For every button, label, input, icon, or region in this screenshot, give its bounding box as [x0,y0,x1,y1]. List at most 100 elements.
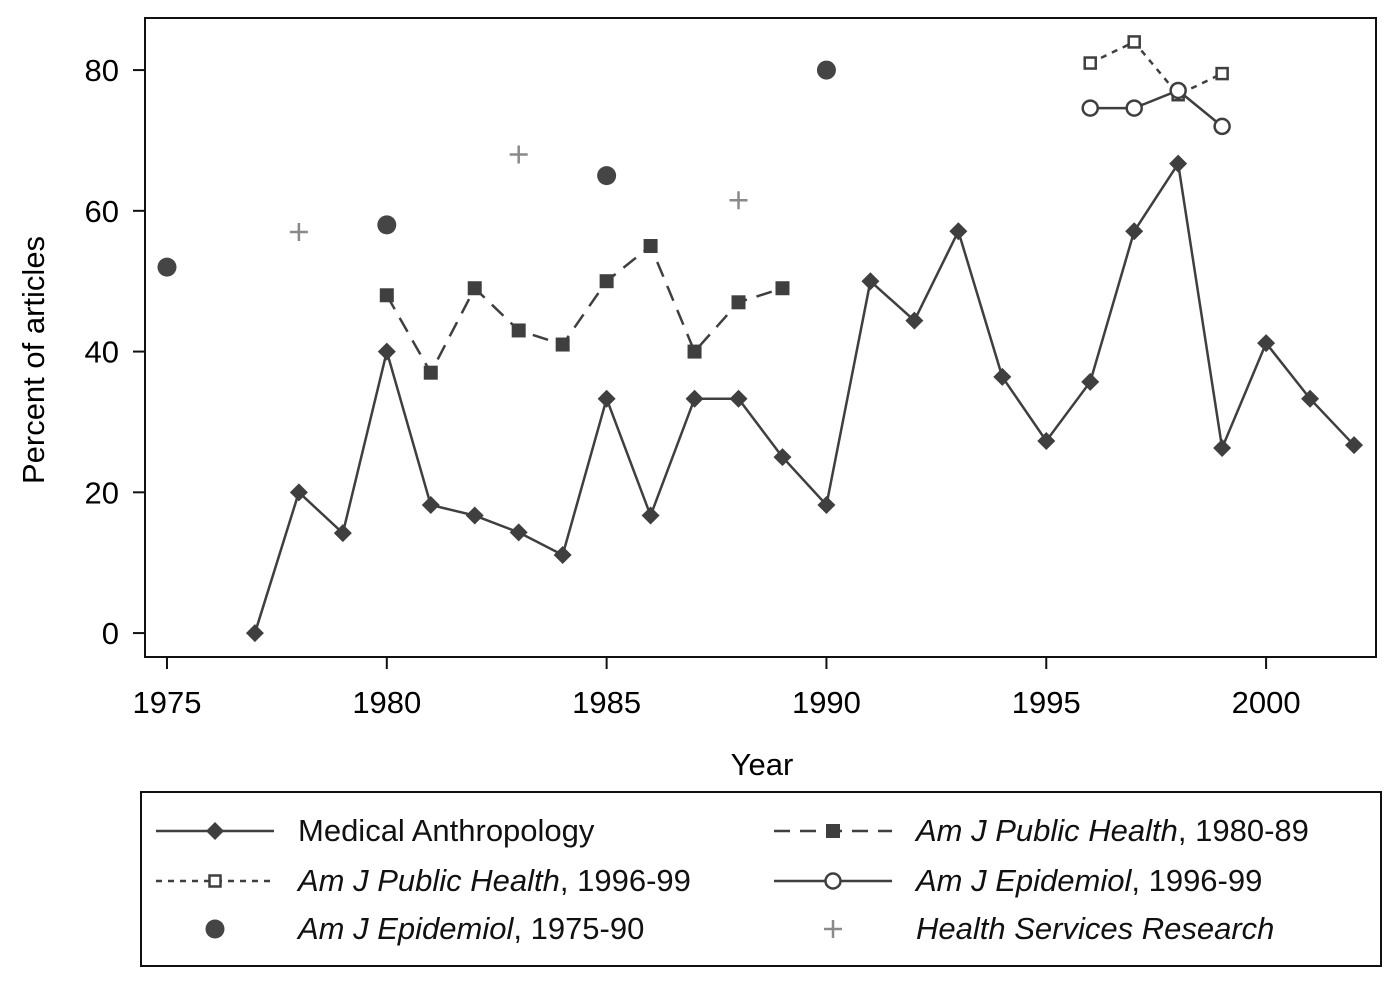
data-point [511,323,526,338]
legend-item: Am J Epidemiol, 1996-99 [772,861,1262,901]
data-point [465,506,484,525]
data-point [509,523,528,542]
y-tick-label: 60 [85,194,119,229]
data-point [421,495,440,514]
data-point [333,524,352,543]
series-3 [1081,81,1231,136]
legend-label: Am J Epidemiol, 1975-90 [298,911,644,947]
data-point [731,295,746,310]
data-point [553,545,572,564]
data-point [905,311,924,330]
data-point [775,281,790,296]
series-line [253,160,1355,634]
data-point [289,222,308,241]
x-tick-label: 1985 [572,685,641,720]
legend-item: Am J Epidemiol, 1975-90 [154,909,644,949]
y-tick-label: 0 [102,616,119,651]
legend-label-italic: Am J Public Health [916,813,1178,848]
legend-swatch [205,919,225,939]
data-point [1125,99,1143,117]
x-tick-label: 1995 [1012,685,1081,720]
x-axis-title: Year [731,747,794,782]
data-point [599,274,614,289]
data-point [773,448,792,467]
legend-marker [824,920,842,938]
data-point [157,257,177,277]
legend-label-rest: , 1980-89 [1177,813,1309,848]
data-point [1213,438,1232,457]
legend-label: Health Services Research [916,911,1274,947]
data-point [1125,222,1144,241]
data-point [597,166,617,186]
y-tick-label: 40 [85,335,119,370]
data-point [816,60,836,80]
data-point [949,222,968,241]
series-5 [289,145,748,241]
legend-label-rest: , 1975-90 [513,911,645,946]
data-point [1169,81,1187,100]
data-point [861,272,880,291]
legend-marker [826,824,840,838]
data-point [509,145,528,164]
data-point [1301,389,1320,408]
legend-label-italic: Health Services Research [916,911,1275,946]
legend-label-italic: Am J Epidemiol [298,911,514,946]
legend-marker [205,919,225,939]
series-2 [1083,35,1229,102]
legend-label: Medical Anthropology [298,813,594,849]
data-point [245,624,264,643]
data-point [1213,117,1231,136]
data-point [817,495,836,514]
data-point [1083,56,1097,70]
data-point [377,215,397,235]
legend-label: Am J Epidemiol, 1996-99 [916,863,1262,899]
plot-area [144,17,1377,658]
data-point [687,344,702,359]
legend-swatch [156,822,274,840]
data-point [1081,372,1100,391]
y-axis-title: Percent of articles [16,236,51,484]
series-line [1089,40,1223,97]
data-point [685,389,704,408]
data-point [641,506,660,525]
legend-label-rest: Medical Anthropology [298,813,595,848]
legend-label: Am J Public Health, 1980-89 [916,813,1309,849]
legend-item: Am J Public Health, 1980-89 [772,811,1309,851]
data-point [729,389,748,408]
legend-swatch [824,920,842,938]
data-point [555,337,570,352]
legend-item: Health Services Research [772,909,1274,949]
data-point [1345,436,1364,455]
legend-label-italic: Am J Epidemiol [916,863,1132,898]
data-point [467,281,482,296]
series-1 [379,239,790,380]
legend-label-rest: , 1996-99 [559,863,691,898]
legend-label-italic: Am J Public Health [298,863,560,898]
legend-marker [208,874,222,888]
data-point [289,483,308,502]
legend: Medical Anthropology Am J Public Health, … [140,791,1382,967]
data-point [1081,99,1099,117]
x-tick-label: 1980 [352,685,421,720]
legend-swatch [774,872,892,890]
legend-label: Am J Public Health, 1996-99 [298,863,691,899]
x-tick-label: 2000 [1232,685,1301,720]
data-point [643,239,658,254]
legend-swatch [156,874,274,888]
series-line [1090,89,1223,128]
data-point [423,365,438,380]
legend-label-rest: , 1996-99 [1131,863,1263,898]
legend-marker [206,822,224,840]
data-point [729,191,748,210]
data-point [379,288,394,303]
series-4 [157,60,836,277]
data-point [1127,35,1141,49]
legend-item: Medical Anthropology [154,811,594,851]
data-point [377,342,396,361]
series-0 [245,154,1364,643]
legend-item: Am J Public Health, 1996-99 [154,861,691,901]
data-point [1169,154,1188,173]
data-point [1215,66,1229,81]
legend-swatch [774,824,892,838]
